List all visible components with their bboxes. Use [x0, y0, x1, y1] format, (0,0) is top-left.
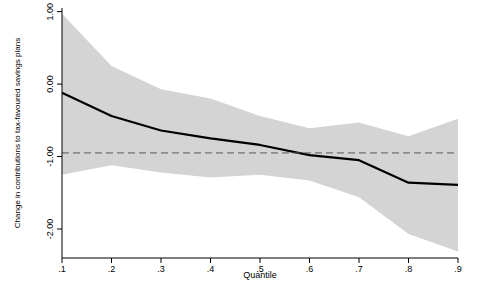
x-tick-label: .3 — [157, 264, 165, 274]
x-tick-label: .2 — [108, 264, 116, 274]
x-axis-title: Quantile — [243, 270, 277, 280]
estimate-line — [62, 93, 458, 185]
background — [0, 0, 500, 281]
y-axis — [62, 8, 63, 258]
y-tick — [57, 229, 62, 230]
x-tick — [210, 258, 211, 263]
y-tick — [57, 11, 62, 12]
x-tick — [111, 258, 112, 263]
x-tick-label: .7 — [355, 264, 363, 274]
y-tick-label: -2.00 — [45, 219, 55, 240]
reference-line — [62, 152, 458, 153]
x-tick — [62, 258, 63, 263]
y-axis-title: Change in contributions to tax-favoured … — [13, 38, 22, 228]
confidence-band — [62, 14, 458, 252]
y-tick — [57, 84, 62, 85]
y-tick-label: 0.00 — [45, 75, 55, 93]
x-tick-label: .4 — [207, 264, 215, 274]
x-tick — [458, 258, 459, 263]
x-tick-label: .6 — [306, 264, 314, 274]
x-tick — [408, 258, 409, 263]
y-tick-label: -1.00 — [45, 146, 55, 167]
x-tick-label: .9 — [454, 264, 462, 274]
x-tick — [260, 258, 261, 263]
x-tick — [309, 258, 310, 263]
x-tick — [161, 258, 162, 263]
chart: 1.000.00-1.00-2.00.1.2.3.4.5.6.7.8.9Quan… — [0, 0, 500, 281]
x-tick — [359, 258, 360, 263]
plot-area — [62, 14, 458, 252]
y-tick — [57, 156, 62, 157]
x-tick-label: .1 — [58, 264, 66, 274]
y-tick-label: 1.00 — [45, 3, 55, 21]
x-tick-label: .8 — [405, 264, 413, 274]
